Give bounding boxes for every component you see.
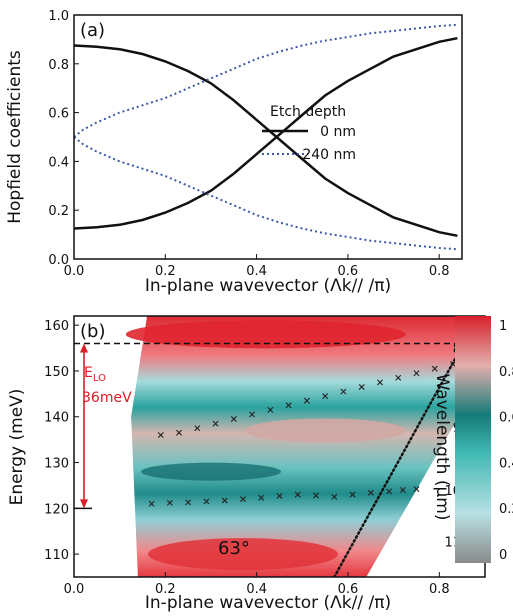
- legend-label-0nm: 0 nm: [320, 124, 356, 140]
- lower-branch-marker: [294, 491, 301, 498]
- lower-branch-marker: [185, 499, 192, 506]
- panel-a-tag: (a): [80, 20, 105, 41]
- colorbar: 0 0.2 0.4 0.6 0.8 1: [455, 316, 513, 563]
- y-tick-label: 0.2: [48, 204, 69, 219]
- heatmap-features: [125, 320, 406, 571]
- e-lo-label: ELO: [84, 365, 106, 384]
- y-tick-label: 0.0: [48, 253, 69, 268]
- upper-branch-marker: [157, 432, 164, 439]
- lower-branch-marker: [331, 493, 338, 500]
- y-tick-label: 110: [44, 548, 69, 563]
- colorbar-tick-label: 0.8: [499, 365, 513, 380]
- upper-branch-marker: [395, 374, 402, 381]
- colorbar-tick-label: 0.6: [499, 411, 513, 426]
- heatmap-band-middle: [245, 418, 406, 443]
- upper-branch-marker: [340, 388, 347, 395]
- lower-branch-marker: [276, 492, 283, 499]
- panel-b-plot-area: [74, 316, 485, 577]
- panel-b-y-axis-title: Energy (meV): [7, 389, 27, 506]
- lower-branch-marker: [386, 488, 393, 495]
- colorbar-gradient: [455, 316, 491, 563]
- x-tick-label: 0.6: [338, 264, 359, 279]
- y-tick-label: 0.8: [48, 58, 69, 73]
- angle-label: 63°: [218, 538, 250, 559]
- lower-branch-marker: [148, 500, 155, 507]
- colorbar-tick-label: 1: [499, 319, 507, 334]
- y-tick-label: 0.4: [48, 155, 69, 170]
- upper-branch-marker: [194, 425, 201, 432]
- legend-label-240nm: 240 nm: [302, 147, 356, 163]
- x-tick-label: 0.6: [338, 582, 359, 597]
- e-lo-arrow-head-top: [80, 343, 88, 353]
- upper-branch-marker: [212, 420, 219, 427]
- x-tick-label: 0.0: [64, 264, 85, 279]
- series-line-1: [74, 36, 458, 230]
- upper-branch-marker: [176, 429, 183, 436]
- upper-branch-marker: [413, 370, 420, 377]
- upper-branch-marker: [303, 397, 310, 404]
- y-tick-label: 1.0: [48, 9, 69, 24]
- x-tick-label: 0.0: [64, 582, 85, 597]
- lower-branch-marker: [399, 487, 406, 493]
- e-lo-annotation: ELO 36meV: [74, 343, 132, 510]
- panel-a-frame: [73, 14, 463, 260]
- colorbar-ticks: 0 0.2 0.4 0.6 0.8 1: [499, 319, 513, 563]
- x-tick-label: 0.4: [246, 582, 267, 597]
- lower-branch-marker: [258, 494, 265, 501]
- upper-branch-marker: [267, 406, 274, 413]
- upper-branch-marker: [358, 383, 365, 390]
- y-tick-label: 140: [44, 411, 69, 426]
- lower-branch-marker: [413, 486, 420, 493]
- y-tick-label: 130: [44, 457, 69, 472]
- panel-a-ticks: 0.0 0.2 0.4 0.6 0.8 0.0 0.2 0.4 0.6 0.8 1.0: [48, 9, 449, 279]
- y-tick-label: 150: [44, 365, 69, 380]
- legend: Etch depth 0 nm 240 nm: [262, 104, 356, 163]
- series-line-0: [74, 44, 458, 238]
- lower-branch-marker: [203, 498, 210, 505]
- panel-a-x-axis-title: In-plane wavevector (Λk// /π): [145, 276, 391, 296]
- x-tick-label: 0.4: [246, 264, 267, 279]
- series-line-3: [74, 136, 458, 251]
- x-tick-label: 0.8: [429, 264, 450, 279]
- legend-title: Etch depth: [270, 104, 346, 120]
- x-tick-label: 0.2: [155, 582, 176, 597]
- panel-b: 0.00.20.40.60.8110120130140150160891011 …: [7, 315, 486, 613]
- panel-b-x-axis-title: In-plane wavevector (Λk// /π): [145, 593, 391, 613]
- upper-branch-marker: [249, 411, 256, 418]
- series-line-2: [74, 23, 458, 138]
- e-lo-arrow-head-bottom: [80, 499, 88, 509]
- lower-branch-marker: [239, 496, 246, 503]
- colorbar-tick-label: 0: [499, 548, 507, 563]
- upper-branch-marker: [230, 416, 237, 423]
- lower-branch-marker: [313, 492, 320, 499]
- e-lo-value: 36meV: [82, 390, 132, 406]
- panel-b-y2-axis-title: Wavelength (μm): [432, 374, 452, 521]
- panel-b-tag: (b): [80, 321, 105, 342]
- heatmap-field: [131, 316, 485, 577]
- heatmap-band-teal: [141, 462, 281, 481]
- panel-a: 0.0 0.2 0.4 0.6 0.8 0.0 0.2 0.4 0.6 0.8 1.0 (a) In…: [5, 9, 463, 296]
- colorbar-tick-label: 0.4: [499, 456, 513, 471]
- upper-branch-marker: [450, 361, 457, 368]
- lower-branch-marker: [166, 499, 173, 506]
- upper-branch-marker: [376, 379, 383, 386]
- x-tick-label: 0.2: [155, 264, 176, 279]
- y-tick-label: 160: [44, 319, 69, 334]
- panel-a-y-axis-title: Hopfield coefficients: [5, 50, 25, 224]
- heatmap-band-top: [125, 320, 406, 349]
- upper-branch-marker: [285, 402, 292, 409]
- y-tick-label: 0.6: [48, 107, 69, 122]
- upper-branch-marker: [431, 365, 438, 372]
- x-tick-label: 0.8: [429, 582, 450, 597]
- lower-branch-marker: [367, 489, 374, 496]
- y-tick-label: 120: [44, 502, 69, 517]
- lower-branch-marker: [349, 491, 356, 498]
- lower-branch-marker: [221, 497, 228, 504]
- upper-branch-marker: [322, 393, 329, 400]
- heatmap-band-bottom: [147, 538, 338, 571]
- panel-a-plot-area: [74, 23, 458, 251]
- colorbar-tick-label: 0.2: [499, 502, 513, 517]
